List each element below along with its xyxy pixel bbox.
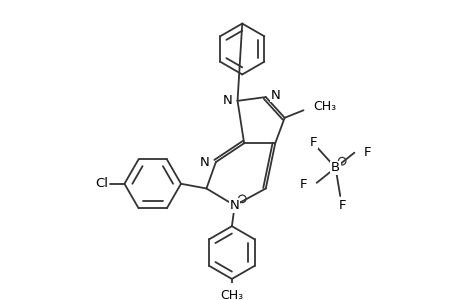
Text: CH₃: CH₃ bbox=[312, 100, 336, 113]
Text: F: F bbox=[299, 178, 307, 191]
Text: N: N bbox=[223, 94, 232, 107]
Text: F: F bbox=[338, 199, 345, 212]
Text: CH₃: CH₃ bbox=[220, 290, 243, 300]
Text: F: F bbox=[309, 136, 317, 149]
Text: B: B bbox=[330, 161, 339, 174]
Text: N: N bbox=[199, 156, 209, 169]
Text: N: N bbox=[230, 199, 239, 212]
Text: F: F bbox=[363, 146, 370, 159]
Text: N: N bbox=[270, 89, 280, 102]
Text: Cl: Cl bbox=[95, 177, 108, 190]
